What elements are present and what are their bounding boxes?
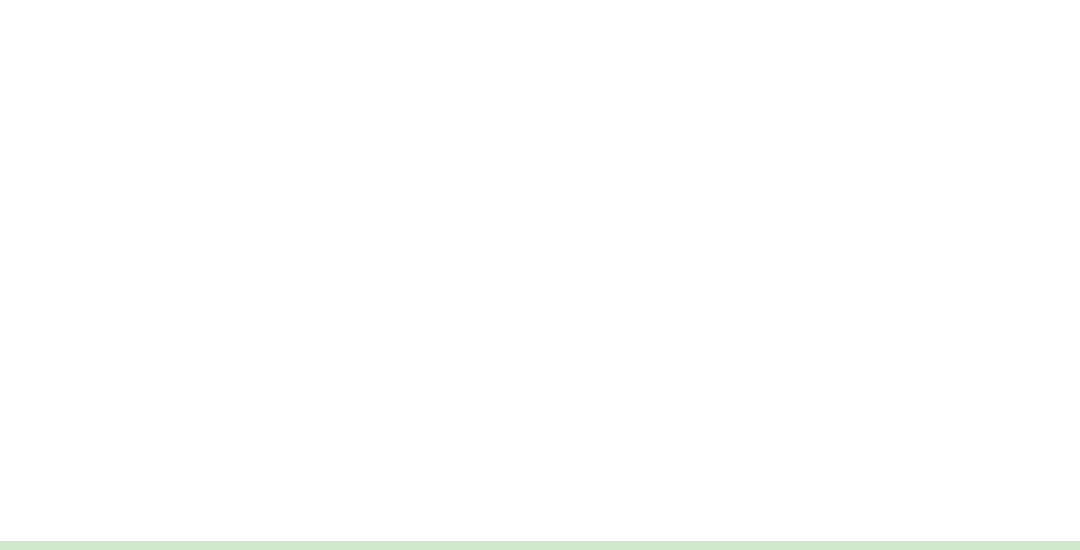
plot-area [30,0,1080,540]
bottom-green-strip [0,541,1080,550]
row-label-column [0,0,30,520]
time-axis [0,527,1080,541]
